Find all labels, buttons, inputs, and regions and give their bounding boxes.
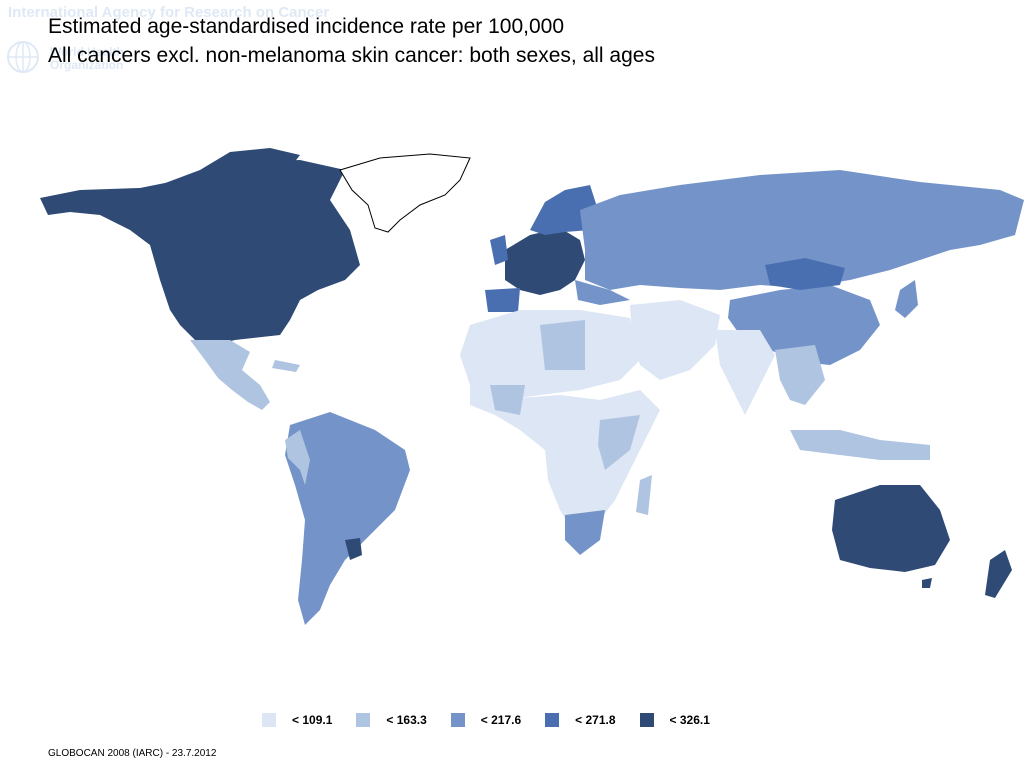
legend-item: < 326.1 bbox=[639, 713, 710, 727]
legend-swatch bbox=[545, 713, 560, 727]
who-watermark-text: World Health Organization bbox=[50, 45, 124, 72]
legend-item: < 271.8 bbox=[545, 713, 616, 727]
legend-label: < 163.3 bbox=[386, 713, 427, 727]
legend-label: < 217.6 bbox=[480, 713, 522, 727]
title-line-1: Estimated age-standardised incidence rat… bbox=[48, 15, 564, 38]
legend-swatch bbox=[450, 713, 465, 727]
region-australia bbox=[832, 485, 950, 572]
region-canadian-arctic bbox=[160, 148, 300, 185]
region-spain bbox=[485, 288, 520, 312]
region-scandinavia bbox=[530, 185, 598, 235]
map-title: Estimated age-standardised incidence rat… bbox=[48, 12, 655, 70]
region-uk bbox=[490, 235, 508, 265]
region-uruguay bbox=[345, 538, 362, 560]
region-russia bbox=[580, 170, 1024, 290]
region-tasmania bbox=[922, 578, 932, 588]
region-east-africa bbox=[598, 415, 640, 470]
region-japan bbox=[895, 280, 918, 318]
region-mongolia bbox=[765, 258, 845, 290]
legend-swatch bbox=[356, 713, 371, 727]
region-southeast-asia bbox=[775, 345, 825, 405]
legend-swatch bbox=[639, 713, 654, 727]
region-andes-west bbox=[285, 430, 310, 485]
legend-item: < 163.3 bbox=[356, 713, 427, 727]
legend-item: < 109.1 bbox=[262, 713, 332, 727]
region-east-europe bbox=[575, 280, 630, 305]
region-libya-egypt bbox=[540, 320, 585, 370]
legend-label: < 271.8 bbox=[575, 713, 616, 727]
legend-label: < 326.1 bbox=[669, 713, 710, 727]
region-southern-africa bbox=[565, 510, 605, 555]
region-madagascar bbox=[636, 475, 652, 515]
who-logo-icon bbox=[7, 41, 39, 73]
world-map bbox=[40, 148, 1024, 625]
map-legend: < 109.1 < 163.3 < 217.6 < 271.8 < 326.1 bbox=[262, 713, 734, 727]
region-greenland bbox=[339, 153, 471, 233]
region-caribbean bbox=[272, 360, 300, 372]
region-south-asia bbox=[715, 330, 775, 415]
region-south-america bbox=[285, 412, 410, 625]
iarc-watermark: International Agency for Research on Can… bbox=[8, 4, 330, 21]
region-new-zealand bbox=[985, 550, 1012, 598]
region-north-america bbox=[40, 160, 360, 345]
region-indonesia bbox=[790, 430, 930, 460]
legend-item: < 217.6 bbox=[450, 713, 522, 727]
region-central-america bbox=[190, 340, 270, 410]
source-credit: GLOBOCAN 2008 (IARC) - 23.7.2012 bbox=[48, 748, 217, 759]
region-western-europe bbox=[505, 228, 585, 295]
region-west-africa bbox=[490, 385, 525, 415]
legend-label: < 109.1 bbox=[292, 713, 333, 727]
legend-swatch bbox=[262, 713, 276, 727]
title-line-2: All cancers excl. non-melanoma skin canc… bbox=[48, 44, 655, 67]
region-middle-east bbox=[630, 300, 720, 380]
